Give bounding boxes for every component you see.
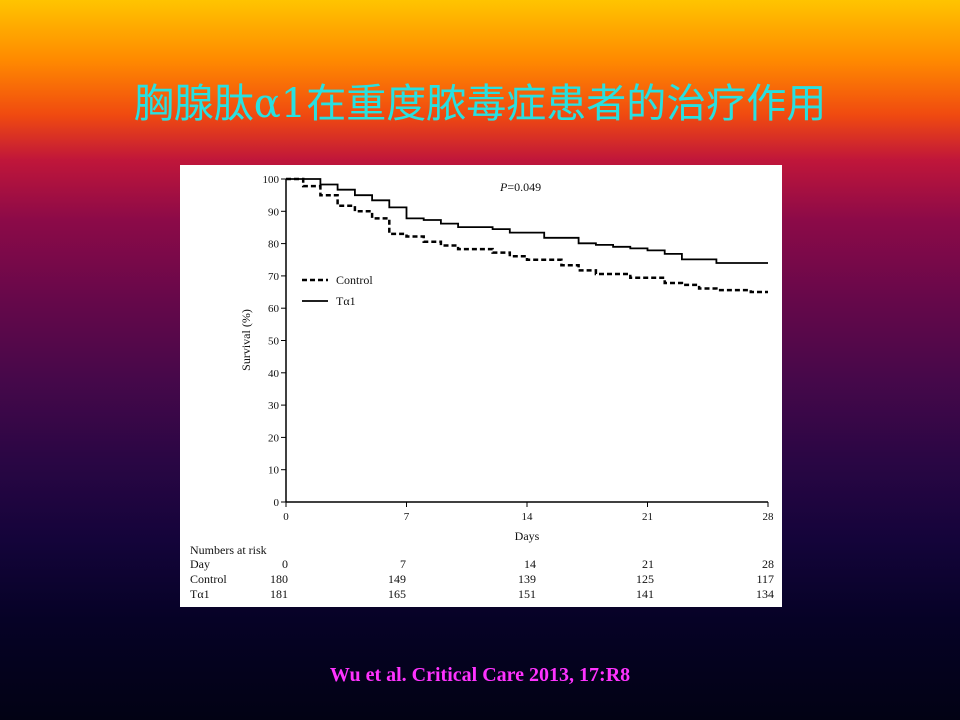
x-tick-label: 0	[283, 511, 289, 523]
p-value-number: =0.049	[507, 180, 541, 194]
legend-label-control: Control	[336, 273, 373, 287]
risk-cell: 180	[270, 572, 288, 586]
series-line-control	[286, 177, 768, 294]
y-tick-label: 50	[268, 336, 280, 348]
y-tick-label: 10	[268, 465, 280, 477]
risk-cell: 7	[400, 557, 406, 571]
x-axis-label: Days	[515, 529, 540, 543]
y-tick-label: 100	[263, 174, 280, 186]
survival-chart-panel: 0 10 20 30 40 50 60 70 80 90 100 0 7 14 21 28 Days Sur…	[180, 165, 782, 607]
chart-axes	[285, 179, 768, 503]
y-tick-label: 30	[268, 400, 280, 412]
x-ticks: 0 7 14 21 28	[283, 502, 774, 523]
y-tick-label: 20	[268, 432, 280, 444]
y-tick-label: 40	[268, 368, 280, 380]
risk-cell: 14	[524, 557, 536, 571]
series-line-ta1	[286, 178, 768, 264]
risk-cell: 0	[282, 557, 288, 571]
legend: Control Tα1	[302, 273, 373, 308]
risk-table-heading: Numbers at risk	[190, 543, 267, 557]
y-axis-label: Survival (%)	[239, 309, 253, 371]
risk-cell: 141	[636, 587, 654, 601]
y-tick-label: 70	[268, 271, 280, 283]
risk-cell: 149	[388, 572, 406, 586]
risk-table: Numbers at risk Day 0 7 14 21 28 Control 180 149…	[190, 543, 774, 601]
p-value-annotation: P=0.049	[499, 180, 541, 194]
risk-cell: 125	[636, 572, 654, 586]
risk-cell: 151	[518, 587, 536, 601]
risk-cell: 181	[270, 587, 288, 601]
risk-cell: 134	[756, 587, 774, 601]
risk-row-label: Tα1	[190, 587, 210, 601]
legend-label-ta1: Tα1	[336, 294, 356, 308]
risk-table-rows: Day 0 7 14 21 28 Control 180 149 139 125 117 Tα1 181 1…	[190, 557, 774, 601]
y-tick-label: 90	[268, 206, 280, 218]
x-tick-label: 28	[763, 511, 775, 523]
p-value-symbol: P	[499, 180, 508, 194]
x-tick-label: 14	[522, 511, 534, 523]
risk-cell: 139	[518, 572, 536, 586]
y-tick-label: 0	[274, 497, 280, 509]
y-tick-label: 80	[268, 239, 280, 251]
risk-cell: 165	[388, 587, 406, 601]
risk-cell: 117	[756, 572, 774, 586]
series-lines	[286, 177, 768, 294]
risk-cell: 28	[762, 557, 774, 571]
y-tick-label: 60	[268, 303, 280, 315]
risk-cell: 21	[642, 557, 654, 571]
x-tick-label: 21	[642, 511, 653, 523]
risk-row-label: Day	[190, 557, 210, 571]
x-tick-label: 7	[404, 511, 410, 523]
slide-title: 胸腺肽α1在重度脓毒症患者的治疗作用	[133, 81, 827, 127]
citation: Wu et al. Critical Care 2013, 17:R8	[329, 664, 631, 686]
risk-row-label: Control	[190, 572, 227, 586]
y-ticks: 0 10 20 30 40 50 60 70 80 90 100	[263, 174, 286, 509]
